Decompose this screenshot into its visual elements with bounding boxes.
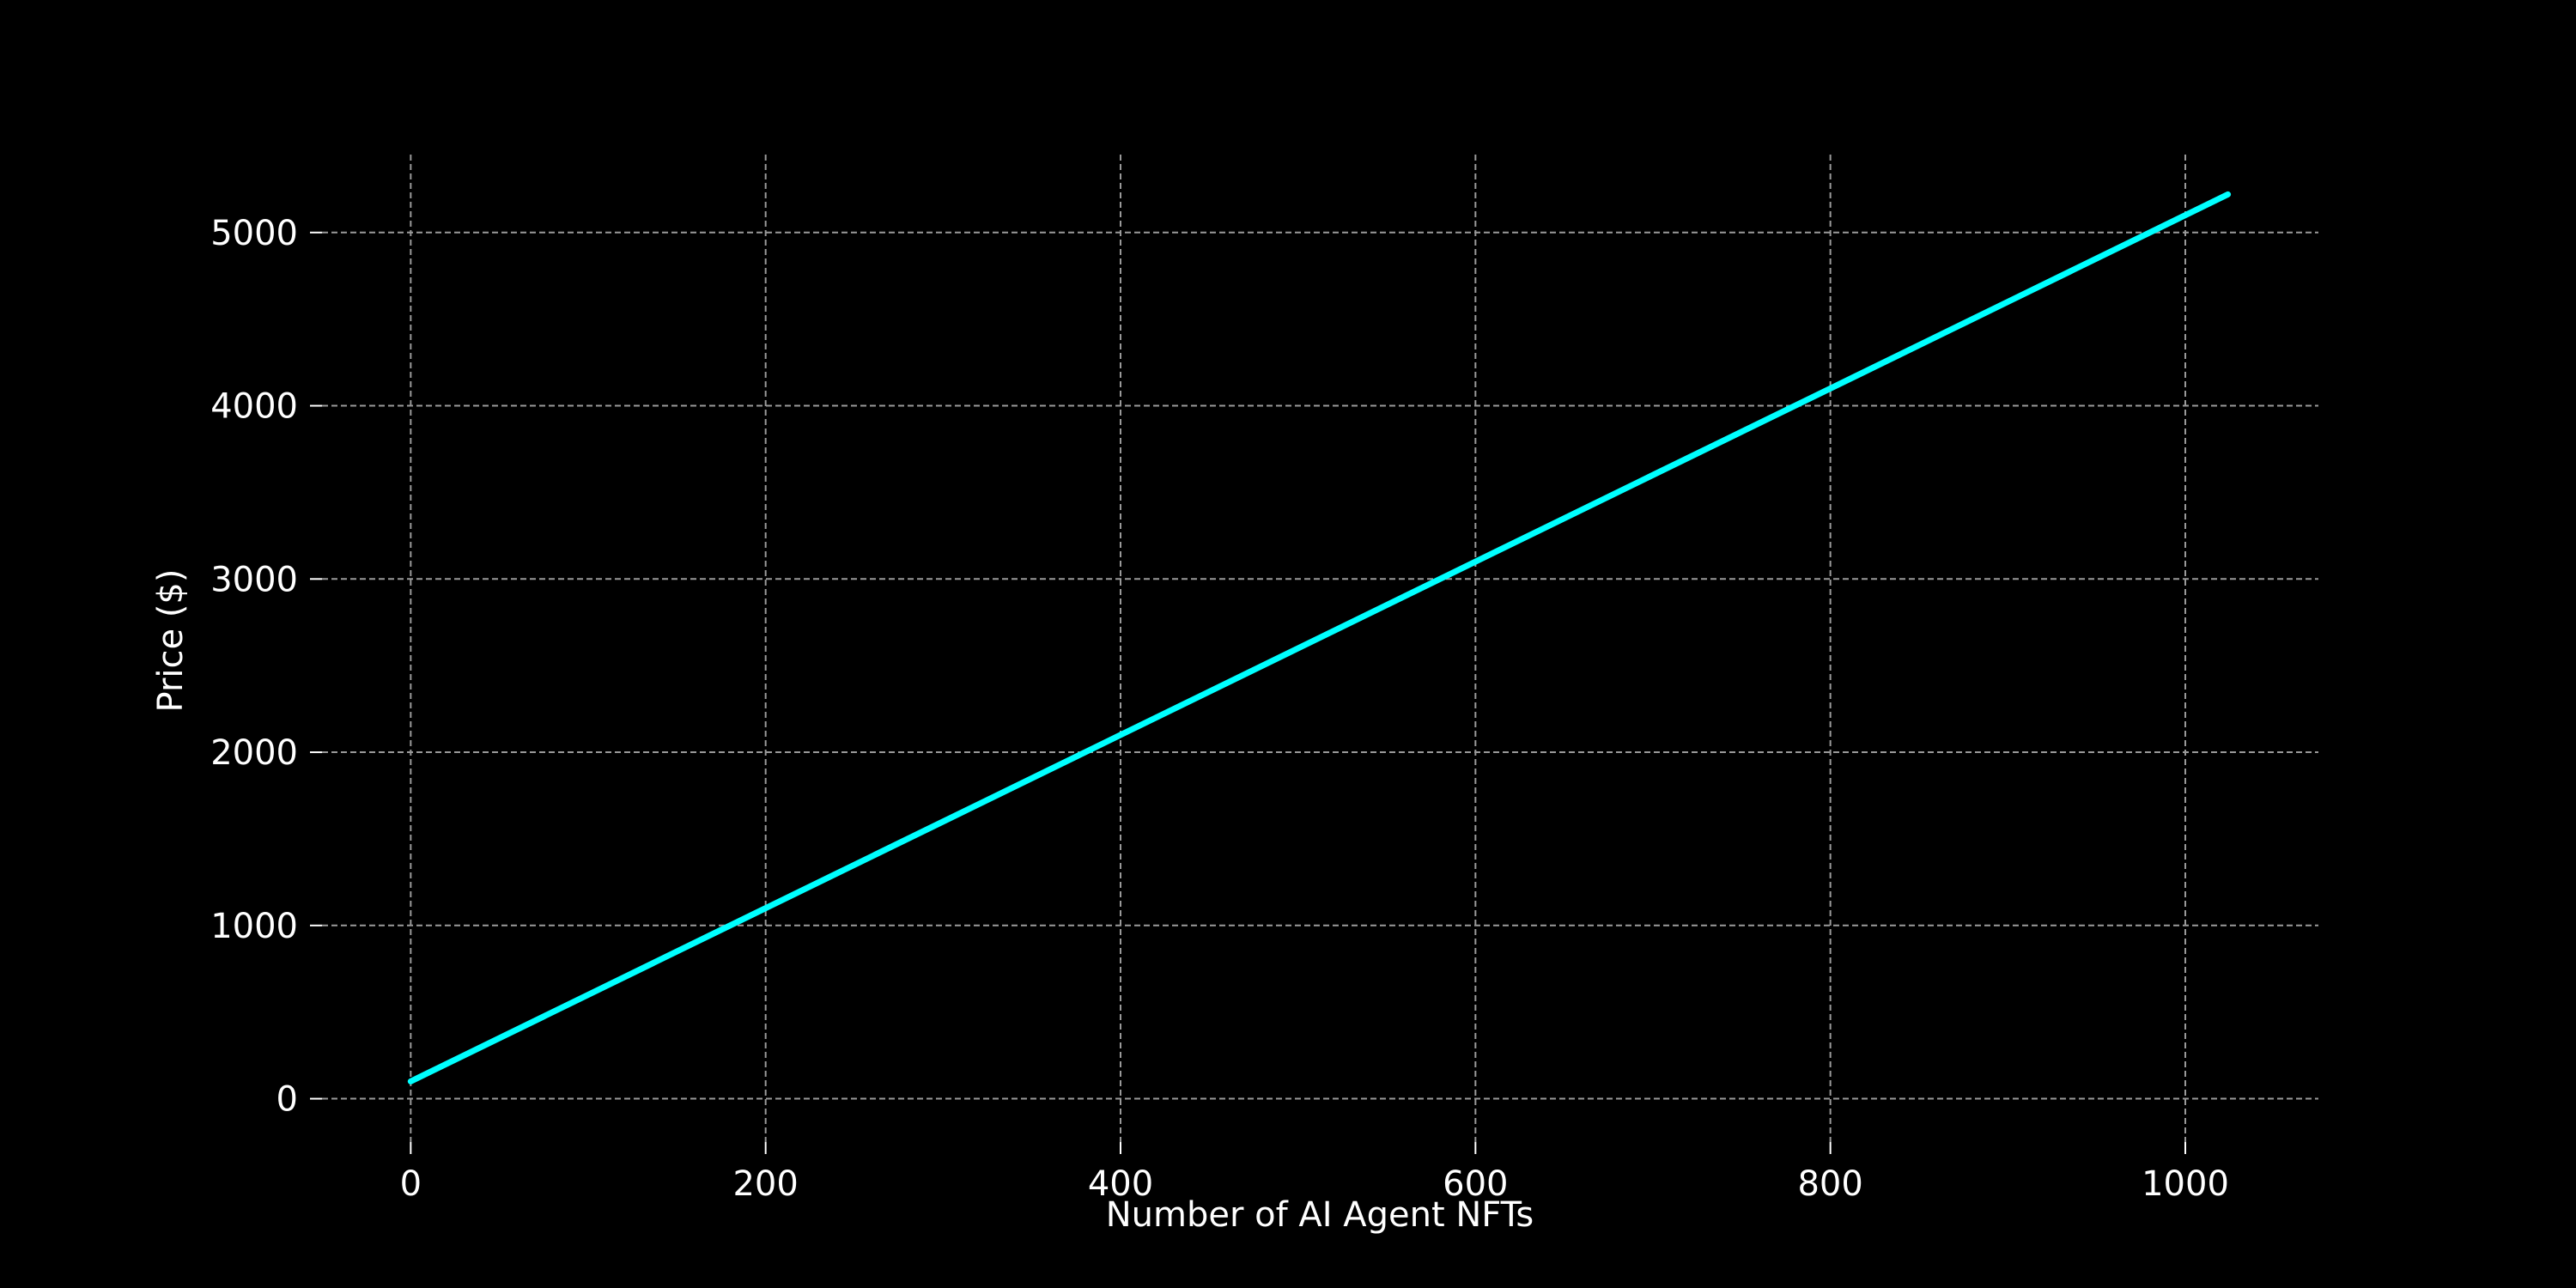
y-tick-label: 4000 [210,387,298,427]
series-line [407,191,2232,1084]
grid [322,155,2318,1142]
y-tick-label: 2000 [210,733,298,773]
x-tick-label: 800 [1797,1164,1862,1204]
x-tick-label: 0 [400,1164,422,1204]
ticks: 0 200 400 600 800 1000 0 1000 2000 3000 4000 5000 [210,214,2229,1204]
x-axis-label: Number of AI Agent NFTs [1106,1195,1534,1235]
x-tick-label: 1000 [2142,1164,2229,1204]
y-tick-label: 1000 [210,907,298,946]
x-tick-label: 600 [1443,1164,1508,1204]
x-tick-label: 200 [732,1164,798,1204]
y-axis-label: Price ($) [151,569,191,713]
y-tick-label: 0 [276,1080,298,1120]
y-tick-label: 5000 [210,214,298,253]
y-tick-label: 3000 [210,560,298,599]
series [407,191,2232,1084]
x-tick-label: 400 [1088,1164,1153,1204]
